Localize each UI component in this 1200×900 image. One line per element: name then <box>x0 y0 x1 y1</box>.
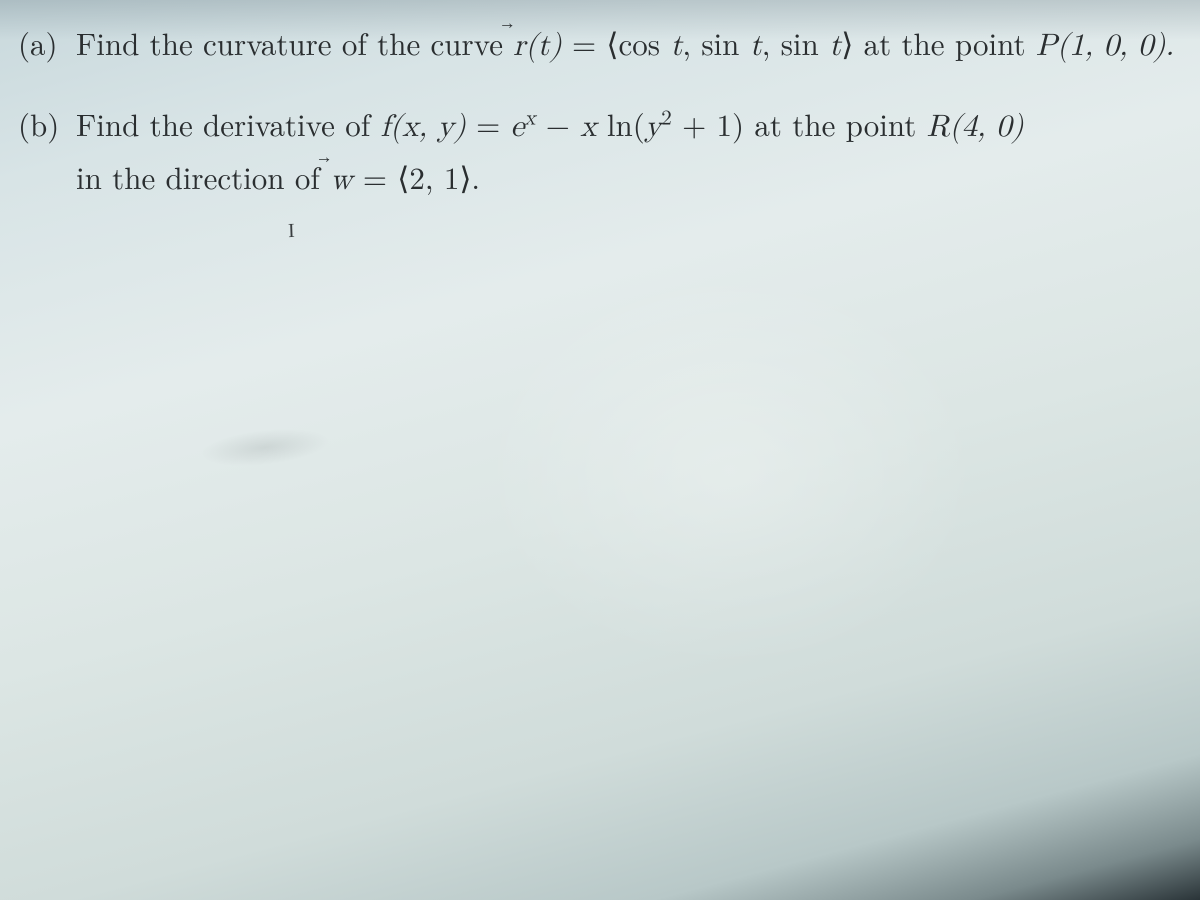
text-b-pre: Find the derivative of <box>76 101 381 145</box>
eq-a: = <box>562 20 607 64</box>
rhs-close: ⟩ <box>841 20 853 64</box>
t2: t <box>750 31 762 62</box>
e-sup-x: x <box>524 108 535 129</box>
handwritten-annotation: I <box>288 220 295 243</box>
y-sq: 2 <box>661 101 672 131</box>
problem-a-text: Find the curvature of the curve ⃗r(t) = … <box>76 18 1182 71</box>
x-term: x <box>580 112 596 143</box>
line2a: in the direction of <box>76 154 330 198</box>
f: f <box>381 112 391 143</box>
problem-a-label: (a) <box>18 18 76 66</box>
problem-a: (a) Find the curvature of the curve ⃗r(t… <box>18 18 1182 71</box>
vector-r-letter: r <box>513 31 525 62</box>
point-b: R(4, 0) <box>927 112 1024 143</box>
t3: t <box>829 31 841 62</box>
sep2: , sin <box>762 20 829 64</box>
problem-b: (b) Find the derivative of f(x, y) = ex … <box>18 99 1182 205</box>
e-base: e <box>511 112 525 143</box>
vector-w: ⃗w <box>330 157 352 205</box>
problem-b-text: Find the derivative of f(x, y) = ex − x … <box>76 99 1182 205</box>
problem-b-label: (b) <box>18 99 76 147</box>
page-content: (a) Find the curvature of the curve ⃗r(t… <box>18 18 1182 233</box>
y-term: y <box>645 112 661 143</box>
ln-open: ln( <box>597 101 645 145</box>
sep1: , sin <box>682 20 749 64</box>
f-args: (x, y) <box>390 112 466 143</box>
screen-glare <box>480 270 980 670</box>
point-a: P(1, 0, 0). <box>1036 31 1174 62</box>
t1: t <box>670 31 682 62</box>
vector-r: ⃗r <box>513 23 525 71</box>
text-a-pre: Find the curvature of the curve <box>76 20 513 64</box>
smudge-mark <box>199 423 332 471</box>
tail-a: at the point <box>853 20 1036 64</box>
w-eq: = ⟨2, 1⟩. <box>353 154 481 198</box>
mid-b: at the point <box>744 101 927 145</box>
plus-one: + 1) <box>672 101 744 145</box>
vector-w-letter: w <box>330 165 352 196</box>
r-arg: (t) <box>525 31 561 62</box>
eq-b: = <box>466 101 511 145</box>
rhs-open: ⟨cos <box>606 20 670 64</box>
minus: − <box>535 101 580 145</box>
